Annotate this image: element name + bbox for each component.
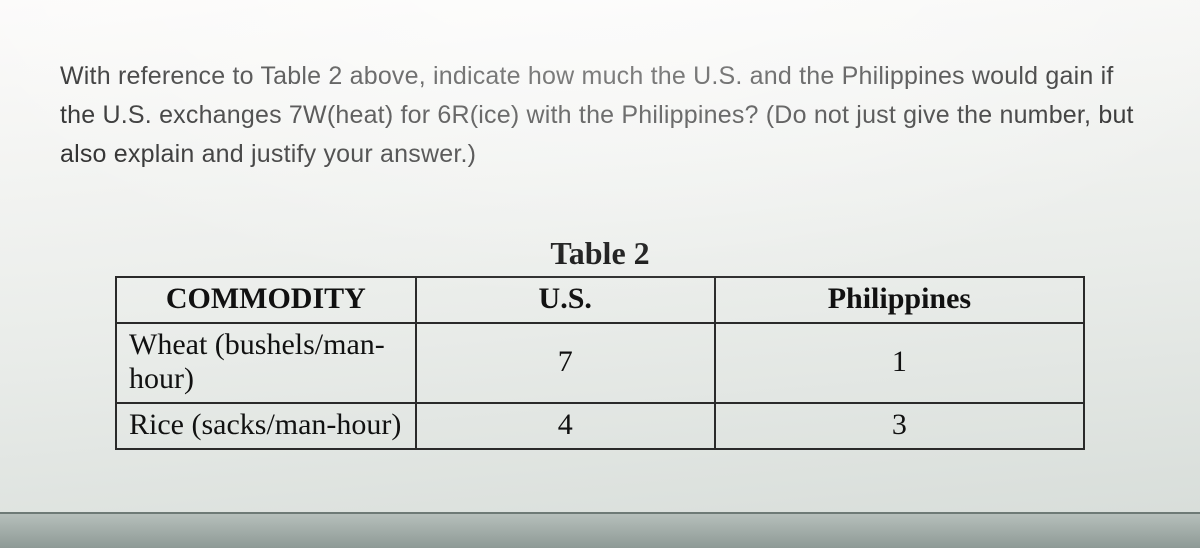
table-caption: Table 2 (60, 235, 1140, 272)
row-label: Rice (sacks/man-hour) (116, 403, 416, 449)
productivity-table: COMMODITY U.S. Philippines Wheat (bushel… (115, 276, 1085, 450)
table-row: Wheat (bushels/man-hour) 7 1 (116, 323, 1084, 403)
page: With reference to Table 2 above, indicat… (0, 0, 1200, 548)
cell-value: 7 (416, 323, 715, 403)
col-header-ph: Philippines (715, 277, 1084, 323)
cell-value: 1 (715, 323, 1084, 403)
table-header-row: COMMODITY U.S. Philippines (116, 277, 1084, 323)
row-label: Wheat (bushels/man-hour) (116, 323, 416, 403)
question-text: With reference to Table 2 above, indicat… (60, 57, 1140, 173)
table-row: Rice (sacks/man-hour) 4 3 (116, 403, 1084, 449)
page-bottom-edge (0, 512, 1200, 548)
col-header-us: U.S. (416, 277, 715, 323)
table-region: Table 2 COMMODITY U.S. Philippines Wheat… (60, 235, 1140, 450)
cell-value: 3 (715, 403, 1084, 449)
cell-value: 4 (416, 403, 715, 449)
col-header-commodity: COMMODITY (116, 277, 416, 323)
